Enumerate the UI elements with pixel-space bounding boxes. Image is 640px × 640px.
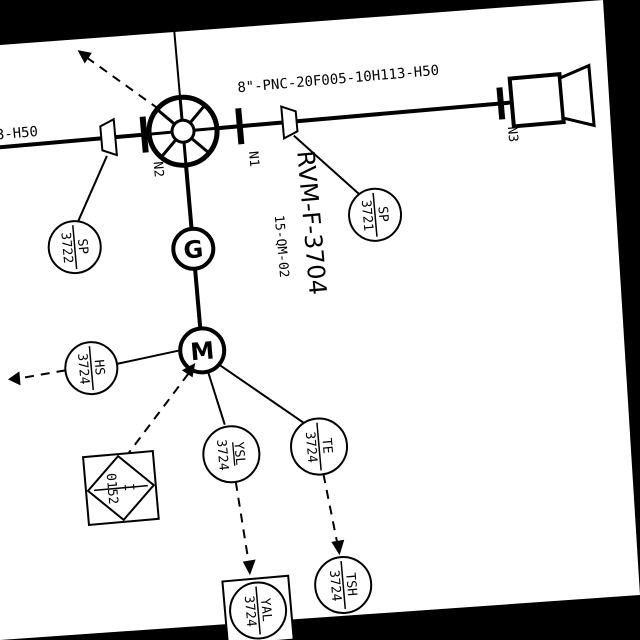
- hs-3724-dashed-signal: [17, 369, 66, 380]
- interlock-arrow-icon: [181, 363, 196, 378]
- shaft-line-lower: [193, 268, 203, 329]
- upper-connection-line: [171, 11, 182, 100]
- svg-text:15-QM-02: 15-QM-02: [271, 215, 291, 279]
- svg-text:YSL: YSL: [230, 441, 247, 466]
- hs-signal-arrow-icon: [7, 371, 21, 386]
- process-line: [0, 99, 527, 154]
- svg-text:3724: 3724: [241, 595, 259, 628]
- flange-n3: [496, 87, 506, 120]
- vent-dashed-line: [83, 54, 160, 111]
- svg-text:3721: 3721: [358, 199, 376, 232]
- tsh-arrow-icon: [331, 539, 345, 556]
- nozzle-n3-label: N3: [504, 126, 520, 143]
- rotary-valve-symbol: [146, 94, 220, 168]
- instrument-bubble-ysl-3724: YSL 3724: [202, 425, 261, 484]
- instrument-bubble-tsh-3724: TSH 3724: [314, 555, 373, 614]
- te-3724-leader: [218, 364, 306, 425]
- svg-text:3724: 3724: [302, 431, 320, 464]
- svg-text:3724: 3724: [74, 353, 92, 386]
- svg-text:YAL: YAL: [257, 597, 274, 622]
- instrument-box-yal-3724: YAL 3724: [221, 574, 295, 640]
- svg-text:N1: N1: [245, 151, 261, 168]
- sp-3722-leader: [77, 155, 108, 222]
- svg-text:RVM-F-3704: RVM-F-3704: [291, 149, 332, 296]
- svg-text:N2: N2: [150, 161, 166, 178]
- instrument-bubble-hs-3724: HS 3724: [64, 341, 119, 396]
- svg-text:N3: N3: [504, 126, 520, 143]
- reducer-left-symbol: [99, 117, 118, 157]
- sp-3721-leader: [293, 134, 360, 195]
- line-number-label-partial: H113-H50: [0, 124, 39, 146]
- svg-text:G: G: [182, 235, 204, 265]
- vent-arrow-icon: [77, 50, 92, 64]
- interlock-dashed-signal: [124, 370, 191, 459]
- gearbox-symbol: G: [171, 226, 216, 271]
- nozzle-n2-label: N2: [150, 161, 166, 178]
- svg-text:TSH: TSH: [342, 572, 359, 597]
- interlock-symbol-i-0152: I 0152: [81, 449, 160, 526]
- ysl-yal-dashed-signal: [234, 481, 251, 566]
- equipment-tag-label: RVM-F-3704: [291, 149, 332, 296]
- svg-text:TE: TE: [318, 437, 334, 454]
- instrument-bubble-sp-3722: SP 3722: [47, 220, 102, 275]
- svg-text:M: M: [189, 336, 215, 366]
- svg-text:I: I: [121, 483, 137, 492]
- flange-n1: [235, 108, 245, 145]
- yal-arrow-icon: [242, 559, 256, 576]
- flange-n2: [139, 116, 149, 153]
- line-number-label: 8"-PNC-20F005-10H113-H50: [237, 63, 440, 97]
- shaft-line-upper: [183, 164, 194, 230]
- instrument-bubble-sp-3721: SP 3721: [348, 187, 403, 242]
- te-tsh-dashed-signal: [322, 474, 339, 546]
- ysl-3724-leader: [207, 371, 226, 426]
- svg-text:SP: SP: [374, 206, 390, 223]
- motor-symbol: M: [178, 326, 227, 375]
- svg-text:3724: 3724: [213, 439, 231, 472]
- hs-3724-leader: [116, 349, 181, 365]
- svg-text:HS: HS: [91, 359, 107, 376]
- svg-text:SP: SP: [74, 238, 90, 255]
- nozzle-n1-label: N1: [245, 151, 261, 168]
- svg-text:3724: 3724: [326, 569, 344, 602]
- instrument-bubble-te-3724: TE 3724: [290, 417, 349, 476]
- end-connection-symbol: [507, 63, 596, 129]
- svg-text:0152: 0152: [103, 473, 121, 506]
- svg-text:3722: 3722: [57, 232, 75, 265]
- equipment-subref-label: 15-QM-02: [271, 215, 291, 279]
- reducer-right-symbol: [280, 105, 299, 141]
